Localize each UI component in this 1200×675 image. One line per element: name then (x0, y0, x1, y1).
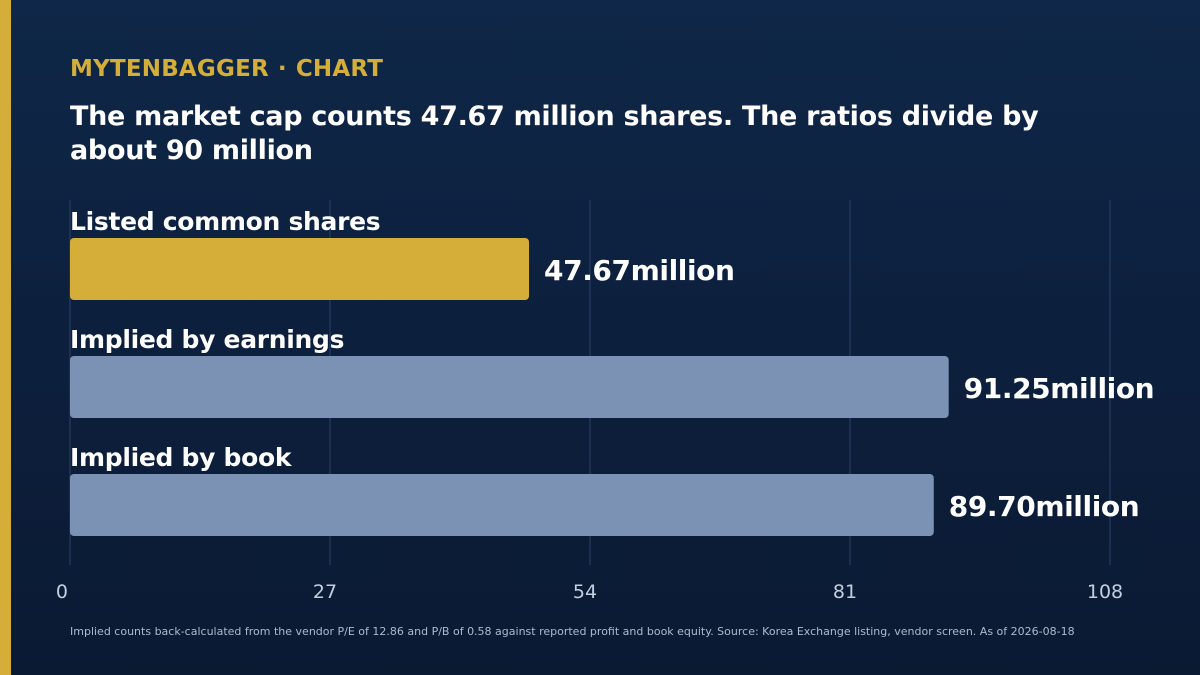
data-label: 47.67million (544, 254, 735, 287)
accent-stripe (0, 0, 11, 675)
category-label: Listed common shares (70, 207, 380, 236)
x-tick-label: 81 (833, 581, 857, 603)
chart-footnote: Implied counts back-calculated from the … (70, 625, 1075, 638)
chart-headline: The market cap counts 47.67 million shar… (70, 101, 1039, 166)
x-tick-label: 108 (1087, 581, 1123, 603)
data-label: 91.25million (964, 372, 1155, 405)
data-label: 89.70million (949, 490, 1140, 523)
brand-section: CHART (295, 56, 384, 82)
category-label: Implied by earnings (70, 325, 344, 354)
bar (70, 474, 934, 536)
category-label: Implied by book (70, 443, 293, 472)
bar-chart: 0 27 54 81 108 Listed common shares 47.67milli… (56, 200, 1155, 603)
x-tick-label: 27 (313, 581, 337, 603)
bar (70, 238, 530, 300)
x-tick-label: 0 (56, 581, 68, 603)
brand-name: MYTENBAGGER (70, 56, 269, 82)
bar (70, 356, 949, 418)
brand-separator: · (277, 56, 287, 82)
brand-header: MYTENBAGGER · CHART (70, 56, 383, 82)
x-tick-label: 54 (573, 581, 597, 603)
